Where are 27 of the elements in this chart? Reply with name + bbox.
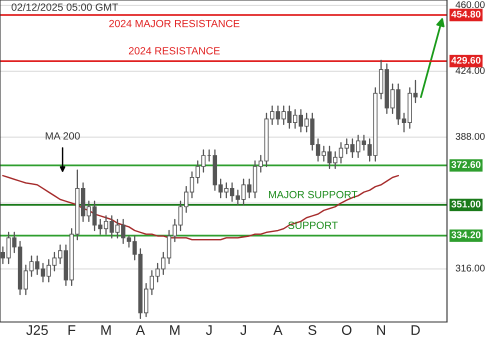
ref-line-label: 454.80 bbox=[451, 10, 481, 18]
x-tick-label: J bbox=[206, 325, 212, 335]
y-tick-label: 424.00 bbox=[456, 67, 485, 74]
x-tick-label: J bbox=[240, 325, 246, 335]
y-tick-label: 388.00 bbox=[456, 132, 485, 140]
annotation: 2024 MAJOR RESISTANCE bbox=[109, 20, 240, 28]
annotation: MA 200 bbox=[46, 132, 80, 140]
ref-line-label: 372.60 bbox=[451, 161, 481, 168]
x-tick-label: O bbox=[342, 325, 352, 335]
annotation: SUPPORT bbox=[288, 222, 338, 230]
x-tick-label: J25 bbox=[26, 325, 48, 335]
y-tick-label: 460.00 bbox=[456, 1, 485, 8]
x-tick-label: N bbox=[377, 325, 385, 335]
x-tick-label: S bbox=[308, 325, 316, 335]
annotation: 2024 RESISTANCE bbox=[128, 47, 220, 54]
y-tick-label: 316.00 bbox=[456, 264, 485, 272]
x-tick-label: M bbox=[170, 325, 180, 335]
ref-line-label: 334.20 bbox=[451, 231, 481, 238]
ref-line-label: 429.60 bbox=[451, 56, 481, 64]
x-tick-label: F bbox=[68, 325, 76, 335]
annotation: 02/12/2025 05:00 GMT bbox=[12, 3, 118, 11]
x-tick-label: M bbox=[101, 325, 111, 335]
x-tick-label: A bbox=[273, 325, 283, 335]
x-tick-label: D bbox=[412, 325, 420, 335]
x-tick-label: A bbox=[136, 325, 146, 335]
ref-line-label: 351.00 bbox=[451, 200, 481, 208]
annotation: MAJOR SUPPORT bbox=[268, 190, 358, 198]
